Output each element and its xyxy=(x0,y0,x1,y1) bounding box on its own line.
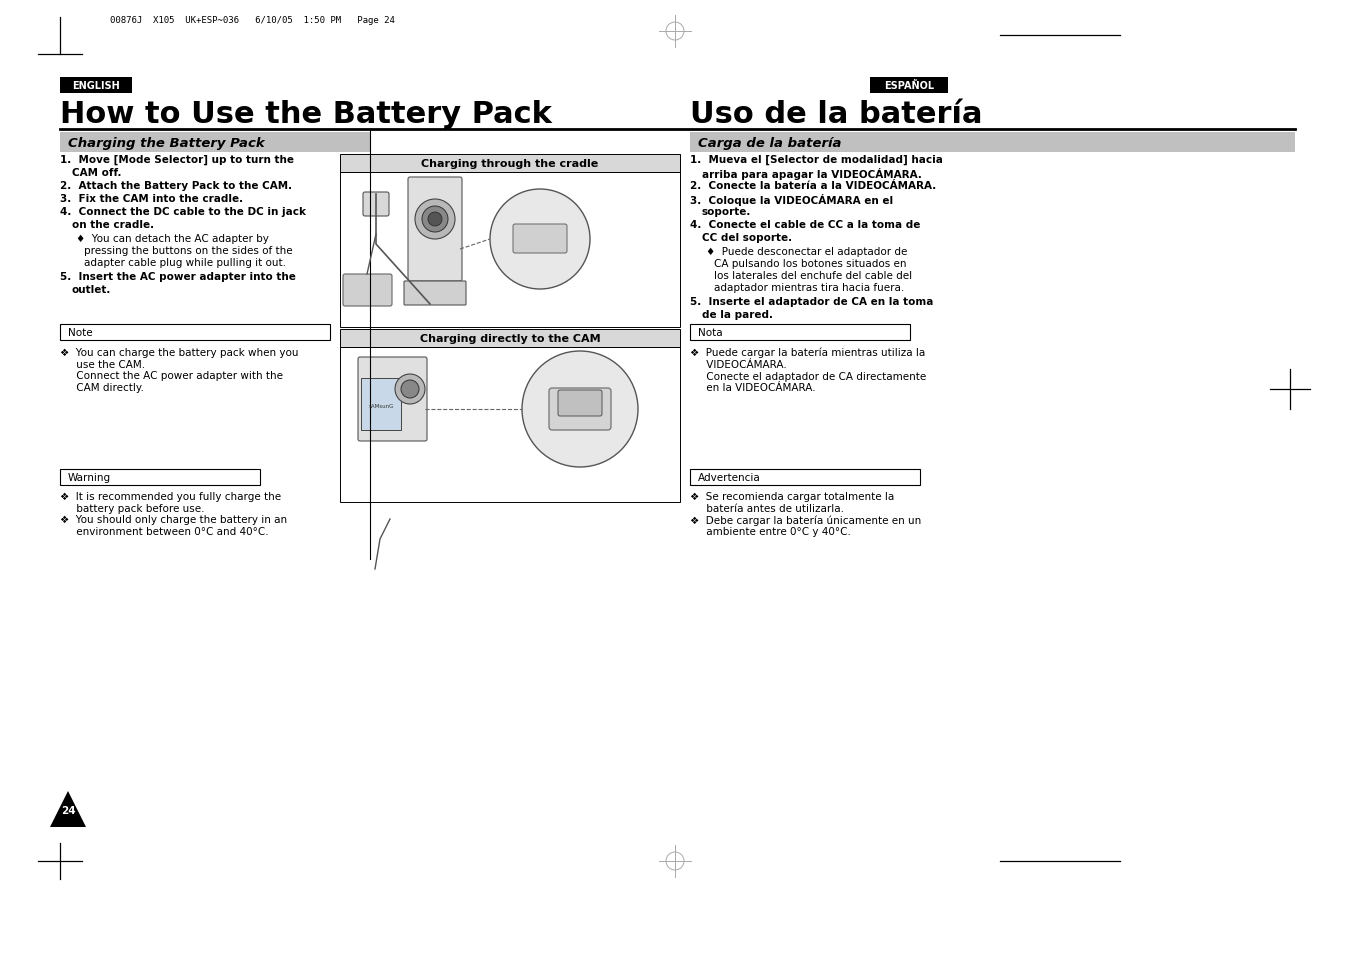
FancyBboxPatch shape xyxy=(59,470,259,485)
Text: arriba para apagar la VIDEOCÁMARA.: arriba para apagar la VIDEOCÁMARA. xyxy=(703,168,921,180)
Text: ❖  You can charge the battery pack when you
     use the CAM.
     Connect the A: ❖ You can charge the battery pack when y… xyxy=(59,348,299,393)
FancyBboxPatch shape xyxy=(558,391,603,416)
Text: 3.  Fix the CAM into the cradle.: 3. Fix the CAM into the cradle. xyxy=(59,193,243,204)
Text: 5.  Insert the AC power adapter into the: 5. Insert the AC power adapter into the xyxy=(59,272,296,282)
Text: CA pulsando los botones situados en: CA pulsando los botones situados en xyxy=(713,258,907,269)
FancyBboxPatch shape xyxy=(690,325,911,340)
Circle shape xyxy=(401,380,419,398)
Text: 2.  Attach the Battery Pack to the CAM.: 2. Attach the Battery Pack to the CAM. xyxy=(59,181,292,191)
Text: adaptador mientras tira hacia fuera.: adaptador mientras tira hacia fuera. xyxy=(713,283,904,293)
FancyBboxPatch shape xyxy=(549,389,611,431)
FancyBboxPatch shape xyxy=(340,172,680,328)
Text: CAM off.: CAM off. xyxy=(72,168,122,178)
Circle shape xyxy=(490,190,590,290)
Text: Nota: Nota xyxy=(698,328,723,337)
Text: de la pared.: de la pared. xyxy=(703,310,773,319)
Text: ESPAÑOL: ESPAÑOL xyxy=(884,81,934,91)
Text: CC del soporte.: CC del soporte. xyxy=(703,233,792,243)
Text: 1.  Move [Mode Selector] up to turn the: 1. Move [Mode Selector] up to turn the xyxy=(59,154,295,165)
Text: ♦  Puede desconectar el adaptador de: ♦ Puede desconectar el adaptador de xyxy=(707,247,908,256)
FancyBboxPatch shape xyxy=(404,282,466,306)
Text: los laterales del enchufe del cable del: los laterales del enchufe del cable del xyxy=(713,271,912,281)
Text: Note: Note xyxy=(68,328,93,337)
Text: 4.  Conecte el cable de CC a la toma de: 4. Conecte el cable de CC a la toma de xyxy=(690,220,920,230)
Text: 3.  Coloque la VIDEOCÁMARA en el: 3. Coloque la VIDEOCÁMARA en el xyxy=(690,193,893,206)
Text: Uso de la batería: Uso de la batería xyxy=(690,100,982,129)
Text: adapter cable plug while pulling it out.: adapter cable plug while pulling it out. xyxy=(84,257,286,268)
Polygon shape xyxy=(50,791,86,827)
Text: soporte.: soporte. xyxy=(703,207,751,216)
FancyBboxPatch shape xyxy=(340,154,680,172)
Text: Charging the Battery Pack: Charging the Battery Pack xyxy=(68,136,265,150)
FancyBboxPatch shape xyxy=(358,357,427,441)
FancyBboxPatch shape xyxy=(408,178,462,282)
FancyBboxPatch shape xyxy=(513,225,567,253)
FancyBboxPatch shape xyxy=(363,193,389,216)
Text: sAMsunG: sAMsunG xyxy=(369,403,393,408)
FancyBboxPatch shape xyxy=(340,348,680,502)
Text: outlet.: outlet. xyxy=(72,285,111,294)
Text: Carga de la batería: Carga de la batería xyxy=(698,136,842,150)
Text: 5.  Inserte el adaptador de CA en la toma: 5. Inserte el adaptador de CA en la toma xyxy=(690,296,934,307)
Text: ♦  You can detach the AC adapter by: ♦ You can detach the AC adapter by xyxy=(76,233,269,244)
Text: 2.  Conecte la batería a la VIDEOCÁMARA.: 2. Conecte la batería a la VIDEOCÁMARA. xyxy=(690,181,936,191)
Text: Charging through the cradle: Charging through the cradle xyxy=(422,159,598,169)
Circle shape xyxy=(422,207,449,233)
Text: Warning: Warning xyxy=(68,473,111,482)
Text: Charging directly to the CAM: Charging directly to the CAM xyxy=(420,334,600,344)
Text: ENGLISH: ENGLISH xyxy=(72,81,120,91)
Text: on the cradle.: on the cradle. xyxy=(72,220,154,230)
Text: Advertencia: Advertencia xyxy=(698,473,761,482)
Text: 00876J  X105  UK+ESP~036   6/10/05  1:50 PM   Page 24: 00876J X105 UK+ESP~036 6/10/05 1:50 PM P… xyxy=(109,16,394,25)
Text: ❖  Se recomienda cargar totalmente la
     batería antes de utilizarla.
❖  Debe : ❖ Se recomienda cargar totalmente la bat… xyxy=(690,492,921,537)
Text: pressing the buttons on the sides of the: pressing the buttons on the sides of the xyxy=(84,246,293,255)
Text: ❖  It is recommended you fully charge the
     battery pack before use.
❖  You s: ❖ It is recommended you fully charge the… xyxy=(59,492,288,537)
FancyBboxPatch shape xyxy=(343,274,392,307)
FancyBboxPatch shape xyxy=(59,325,330,340)
Text: 1.  Mueva el [Selector de modalidad] hacia: 1. Mueva el [Selector de modalidad] haci… xyxy=(690,154,943,165)
FancyBboxPatch shape xyxy=(340,330,680,348)
FancyBboxPatch shape xyxy=(59,132,370,152)
FancyBboxPatch shape xyxy=(690,470,920,485)
FancyBboxPatch shape xyxy=(361,378,401,431)
Circle shape xyxy=(428,213,442,227)
Text: 24: 24 xyxy=(61,805,76,815)
Text: How to Use the Battery Pack: How to Use the Battery Pack xyxy=(59,100,551,129)
Circle shape xyxy=(394,375,426,405)
FancyBboxPatch shape xyxy=(870,78,948,94)
Circle shape xyxy=(521,352,638,468)
FancyBboxPatch shape xyxy=(59,78,132,94)
Text: ❖  Puede cargar la batería mientras utiliza la
     VIDEOCÁMARA.
     Conecte el: ❖ Puede cargar la batería mientras utili… xyxy=(690,348,927,393)
FancyBboxPatch shape xyxy=(690,132,1296,152)
Circle shape xyxy=(415,200,455,240)
Text: 4.  Connect the DC cable to the DC in jack: 4. Connect the DC cable to the DC in jac… xyxy=(59,207,305,216)
